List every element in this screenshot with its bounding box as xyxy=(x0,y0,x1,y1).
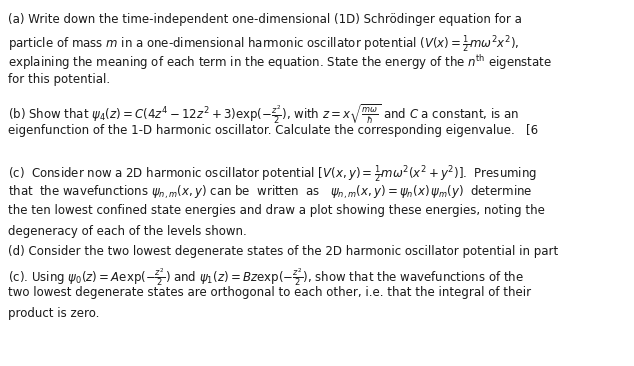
Text: explaining the meaning of each term in the equation. State the energy of the $n^: explaining the meaning of each term in t… xyxy=(8,53,552,72)
Text: degeneracy of each of the levels shown.: degeneracy of each of the levels shown. xyxy=(8,225,247,238)
Text: product is zero.: product is zero. xyxy=(8,307,99,320)
Text: (d) Consider the two lowest degenerate states of the 2D harmonic oscillator pote: (d) Consider the two lowest degenerate s… xyxy=(8,245,558,258)
Text: for this potential.: for this potential. xyxy=(8,73,110,86)
Text: (a) Write down the time-independent one-dimensional (1D) Schrödinger equation fo: (a) Write down the time-independent one-… xyxy=(8,13,522,26)
Text: two lowest degenerate states are orthogonal to each other, i.e. that the integra: two lowest degenerate states are orthogo… xyxy=(8,286,531,299)
Text: eigenfunction of the 1-D harmonic oscillator. Calculate the corresponding eigenv: eigenfunction of the 1-D harmonic oscill… xyxy=(8,124,538,138)
Text: the ten lowest confined state energies and draw a plot showing these energies, n: the ten lowest confined state energies a… xyxy=(8,204,545,217)
Text: (c)  Consider now a 2D harmonic oscillator potential [$V(x, y) = \frac{1}{2}m\om: (c) Consider now a 2D harmonic oscillato… xyxy=(8,163,536,184)
Text: (c). Using $\psi_0(z) = A\mathrm{exp}(-\frac{z^2}{2})$ and $\psi_1(z) = Bz\mathr: (c). Using $\psi_0(z) = A\mathrm{exp}(-\… xyxy=(8,266,524,288)
Text: particle of mass $m$ in a one-dimensional harmonic oscillator potential ($V(x) =: particle of mass $m$ in a one-dimensiona… xyxy=(8,33,519,55)
Text: (b) Show that $\psi_4(z) = C(4z^4 - 12z^2 + 3)\mathrm{exp}(-\frac{z^2}{2})$, wit: (b) Show that $\psi_4(z) = C(4z^4 - 12z^… xyxy=(8,102,519,126)
Text: that  the wavefunctions $\psi_{n,m}(x, y)$ can be  written  as   $\psi_{n,m}(x, : that the wavefunctions $\psi_{n,m}(x, y)… xyxy=(8,184,532,201)
